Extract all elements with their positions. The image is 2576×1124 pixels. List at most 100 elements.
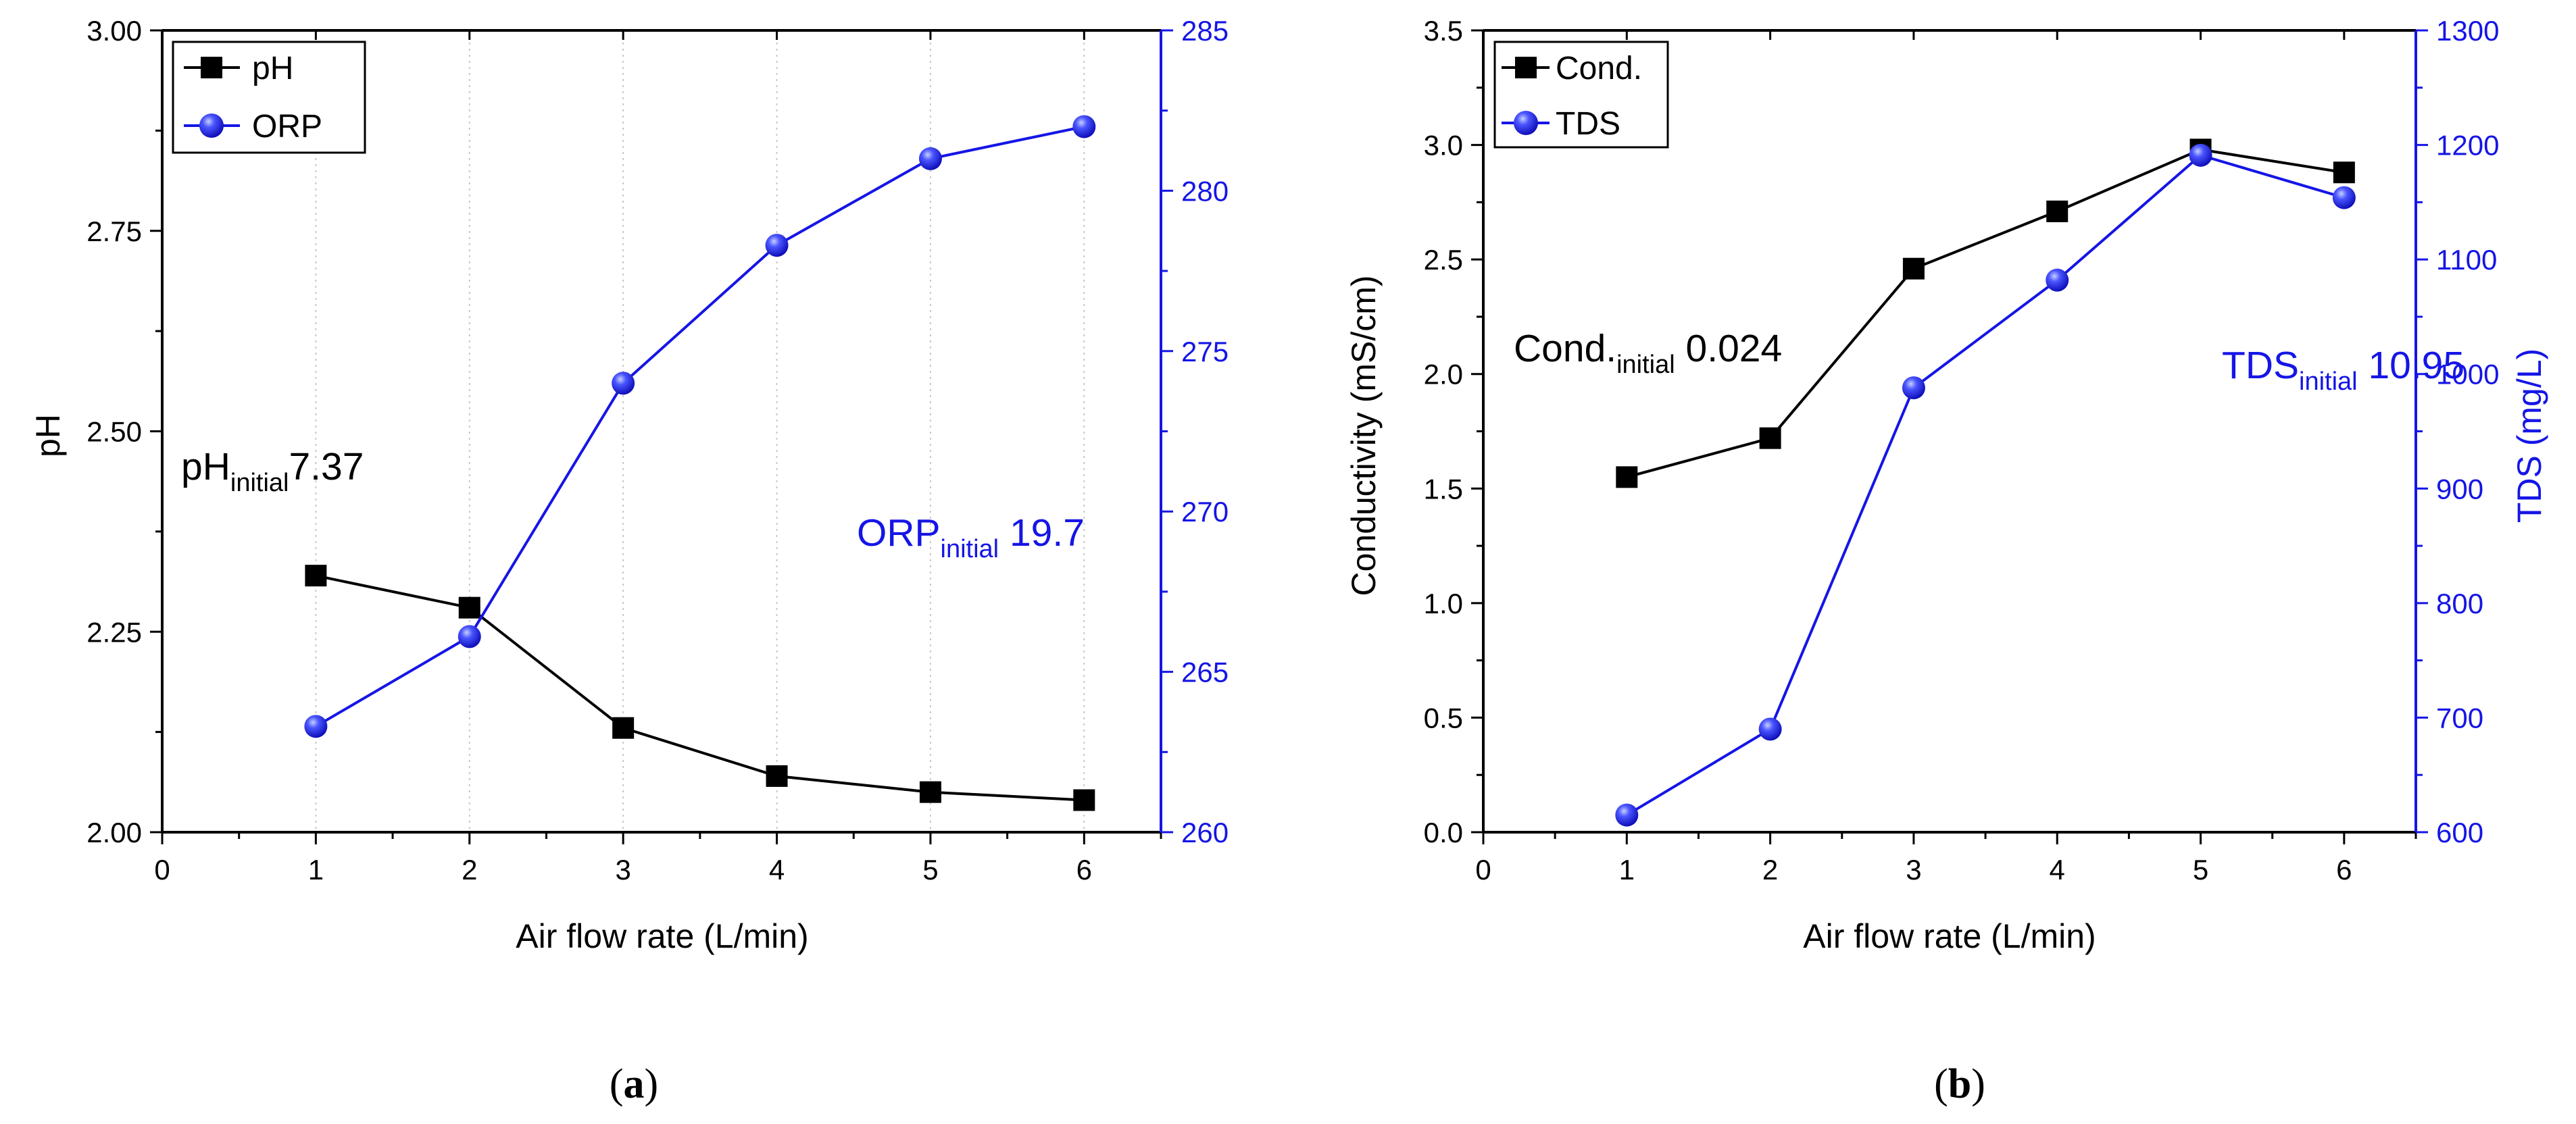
tds-initial-annotation: TDSinitial 10.95: [2222, 344, 2464, 396]
y-tick-label: 2.75: [86, 215, 142, 247]
legend-label-ph: pH: [252, 51, 293, 86]
x-tick-label: 6: [1076, 854, 1092, 886]
legend-b: Cond. TDS: [1493, 41, 1669, 149]
y2-tick-label: 275: [1181, 336, 1229, 367]
y2-tick-label: 265: [1181, 657, 1229, 688]
x-tick-label: 4: [769, 854, 785, 886]
data-point-ph: [612, 717, 635, 739]
data-point-cond: [2333, 161, 2355, 184]
orp-initial-sub: initial: [941, 535, 999, 563]
panel-caption-a: (a): [610, 1061, 658, 1107]
data-point-orp: [918, 147, 942, 170]
data-point-tds: [2332, 186, 2356, 209]
data-point-tds: [1758, 717, 1782, 741]
x-axis-label: Air flow rate (L/min): [516, 917, 808, 955]
y-axis-label: pH: [29, 414, 67, 457]
data-point-cond: [2046, 200, 2069, 222]
y-tick-label: 2.00: [86, 817, 142, 848]
x-tick-label: 4: [2050, 854, 2065, 886]
data-point-ph: [305, 565, 327, 587]
y2-tick-label: 900: [2436, 473, 2483, 505]
y2-tick-label: 270: [1181, 496, 1229, 528]
cond-initial-value: 0.024: [1675, 327, 1782, 370]
orp-initial-annotation: ORPinitial 19.7: [857, 511, 1085, 563]
chart-panel-a: 0 1 2 3 4 5 6 2.00 2.25 2.50 2.75 3.00 260 265 270 275 2…: [29, 15, 1229, 1107]
y2-tick-label: 800: [2436, 588, 2483, 619]
series-line-orp: [315, 125, 1085, 728]
y2-tick-label: 1000: [2436, 359, 2499, 390]
legend-a: pH ORP: [172, 41, 366, 154]
ph-initial-base: pH: [181, 445, 230, 488]
legend-marker-tds: [1514, 111, 1538, 135]
data-point-cond: [1616, 466, 1638, 488]
orp-initial-value: 19.7: [999, 511, 1085, 555]
x-tick-label: 3: [615, 854, 630, 886]
data-point-orp: [457, 625, 481, 648]
tick-labels-b: 0 1 2 3 4 5 6 0.0 0.5 1.0 1.5 2.0 2.5 3.0 3.5 600 700 800…: [1424, 15, 2500, 886]
data-point-ph: [1073, 789, 1095, 811]
tick-labels-a: 0 1 2 3 4 5 6 2.00 2.25 2.50 2.75 3.00 260 265 270 275 2…: [86, 15, 1229, 886]
y2-tick-label: 280: [1181, 175, 1229, 207]
chart-panel-b: 0 1 2 3 4 5 6 0.0 0.5 1.0 1.5 2.0 2.5 3.0 3.5 600 700 800…: [1345, 15, 2548, 1107]
legend-label-cond: Cond.: [1556, 51, 1642, 86]
y-tick-label: 2.50: [86, 416, 142, 448]
axes-a: [150, 29, 1173, 844]
ph-initial-sub: initial: [230, 469, 289, 497]
x-tick-label: 1: [1619, 854, 1635, 886]
x-tick-label: 2: [1762, 854, 1778, 886]
data-point-tds: [2189, 143, 2212, 167]
plot-area-a: [304, 115, 1096, 811]
x-tick-label: 5: [2193, 854, 2208, 886]
y-axis-label: Conductivity (mS/cm): [1345, 275, 1383, 596]
y2-tick-label: 600: [2436, 817, 2483, 848]
y-tick-label: 1.5: [1424, 473, 1463, 505]
y-tick-label: 2.5: [1424, 244, 1463, 276]
ph-initial-annotation: pHinitial7.37: [181, 445, 364, 497]
axes-b: [1471, 29, 2428, 844]
legend-label-tds: TDS: [1556, 106, 1620, 142]
x-tick-label: 6: [2336, 854, 2352, 886]
data-point-ph: [919, 781, 941, 803]
series-line-ph: [315, 574, 1085, 802]
y-tick-label: 2.25: [86, 616, 142, 648]
legend-marker-ph: [201, 57, 222, 78]
data-point-tds: [1902, 376, 1925, 400]
cond-initial-base: Cond.: [1514, 327, 1616, 370]
data-point-ph: [458, 596, 480, 619]
y2-axis-label: TDS (mg/L): [2510, 349, 2548, 523]
tds-initial-base: TDS: [2222, 344, 2299, 387]
y-tick-label: 1.0: [1424, 588, 1463, 619]
orp-initial-base: ORP: [857, 511, 941, 555]
panel-label-b: b: [1948, 1061, 1971, 1107]
x-tick-label: 5: [922, 854, 938, 886]
x-tick-label: 0: [1475, 854, 1491, 886]
data-point-tds: [2046, 268, 2069, 292]
panel-label-a: a: [624, 1061, 645, 1107]
y-tick-label: 2.0: [1424, 359, 1463, 390]
y2-tick-label: 1100: [2436, 244, 2497, 276]
legend-marker-orp: [199, 113, 224, 138]
y2-tick-label: 260: [1181, 817, 1229, 848]
data-point-tds: [1615, 803, 1639, 827]
y-tick-label: 3.00: [86, 15, 142, 47]
y-tick-label: 0.5: [1424, 702, 1463, 734]
legend-marker-cond: [1515, 57, 1537, 78]
tds-initial-sub: initial: [2299, 367, 2358, 396]
y2-tick-label: 1200: [2436, 130, 2499, 161]
x-tick-label: 3: [1906, 854, 1921, 886]
series-line-tds: [1626, 153, 2345, 817]
plot-area-b: [1615, 138, 2356, 827]
x-tick-label: 1: [308, 854, 324, 886]
cond-initial-annotation: Cond.initial 0.024: [1514, 327, 1782, 379]
y2-tick-label: 700: [2436, 702, 2483, 734]
x-axis-label: Air flow rate (L/min): [1803, 917, 2096, 955]
x-tick-label: 2: [462, 854, 477, 886]
data-point-orp: [1072, 115, 1096, 138]
y2-tick-label: 285: [1181, 15, 1229, 47]
tds-initial-value: 10.95: [2358, 344, 2464, 387]
y-tick-label: 0.0: [1424, 817, 1463, 848]
cond-initial-sub: initial: [1616, 351, 1675, 379]
data-point-orp: [765, 234, 789, 257]
